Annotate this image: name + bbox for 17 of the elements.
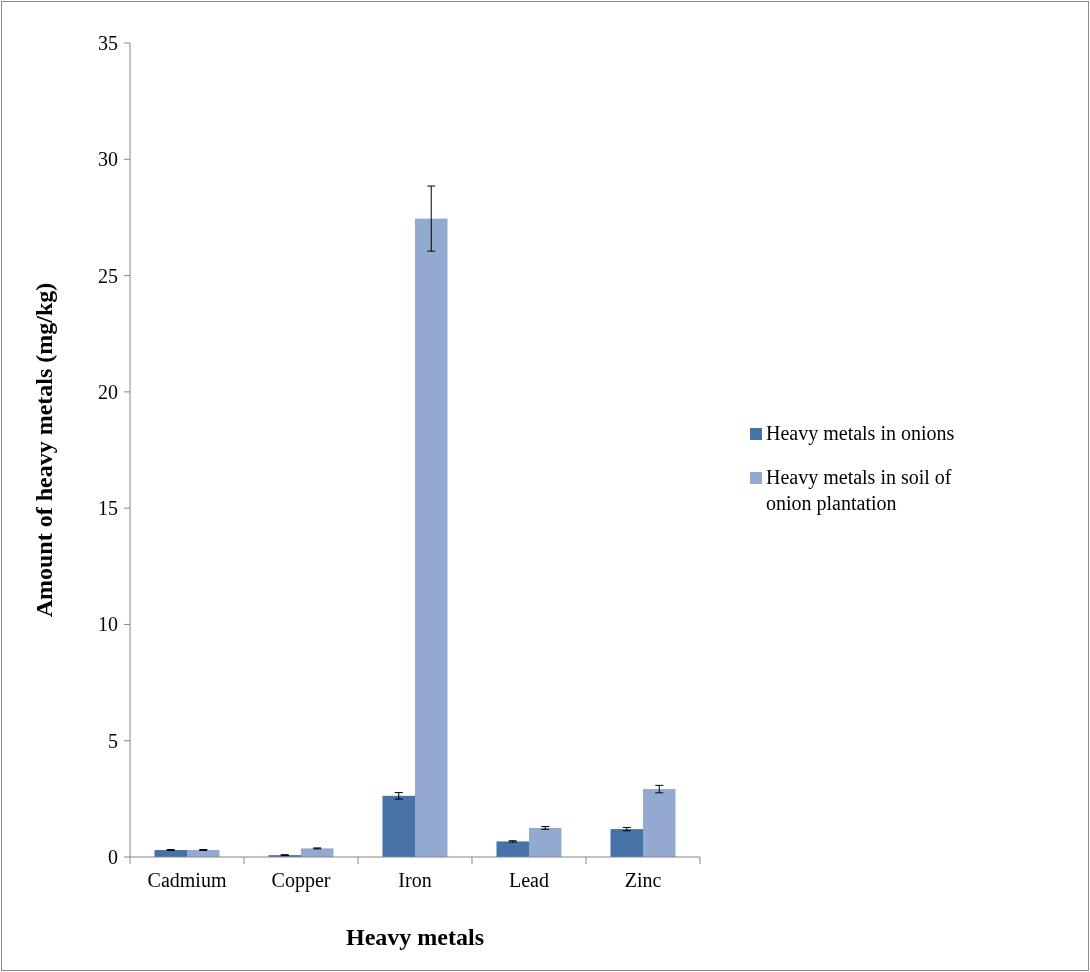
legend-label: Heavy metals in onions — [766, 422, 955, 445]
y-axis-title: Amount of heavy metals (mg/kg) — [31, 282, 57, 618]
x-tick-label: Lead — [509, 869, 549, 891]
y-tick-label: 15 — [98, 497, 118, 520]
legend-label: Heavy metals in soil of onion plantation — [766, 466, 952, 515]
y-tick-label: 25 — [98, 264, 118, 287]
x-axis-title: Heavy metals — [346, 924, 484, 950]
x-tick-label: Cadmium — [147, 869, 227, 891]
y-tick-label: 30 — [98, 148, 118, 171]
y-tick-label: 5 — [108, 729, 118, 752]
y-tick-label: 10 — [98, 613, 118, 636]
y-tick-label: 35 — [98, 32, 118, 54]
y-tick-label: 20 — [98, 380, 118, 403]
x-tick-label: Zinc — [624, 869, 662, 891]
x-tick-label: Copper — [271, 869, 331, 892]
x-tick-label: Iron — [398, 869, 432, 891]
y-tick-label: 0 — [108, 846, 118, 868]
